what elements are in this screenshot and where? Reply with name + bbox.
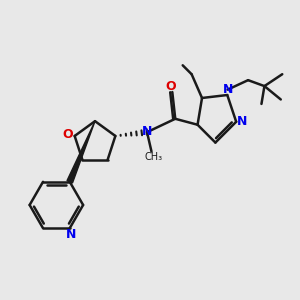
Text: N: N: [222, 83, 233, 96]
Text: O: O: [63, 128, 74, 141]
Text: N: N: [66, 228, 76, 241]
Text: N: N: [142, 125, 152, 138]
Polygon shape: [67, 121, 95, 183]
Text: CH₃: CH₃: [145, 152, 163, 162]
Text: O: O: [166, 80, 176, 93]
Text: N: N: [237, 115, 247, 128]
